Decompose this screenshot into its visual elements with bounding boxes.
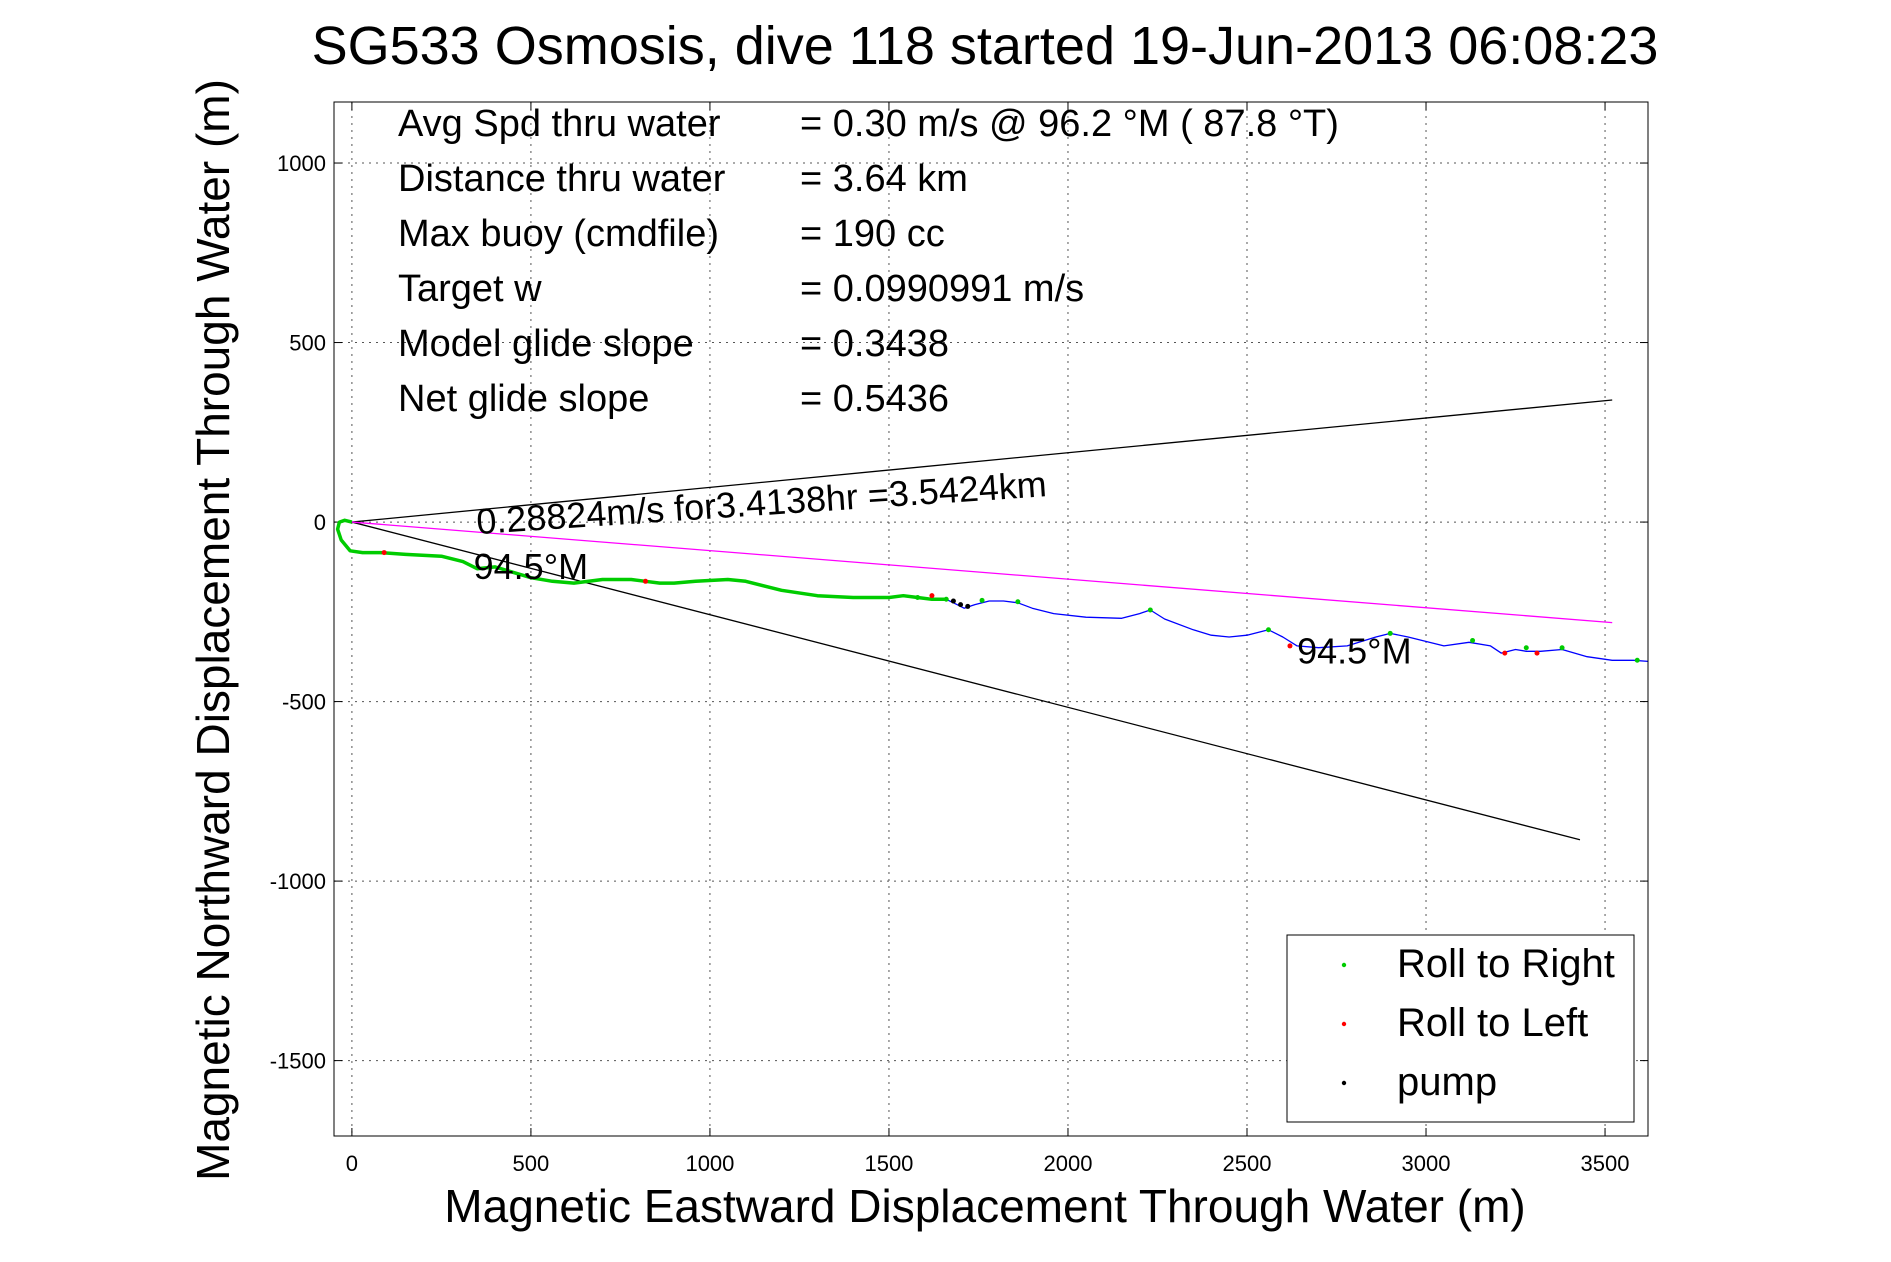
roll-right-point: [1265, 627, 1271, 633]
legend-label: Roll to Left: [1397, 1001, 1588, 1045]
y-tick-label: -1500: [270, 1049, 326, 1074]
stat-label: Model glide slope: [398, 323, 694, 365]
x-tick-label: 3000: [1402, 1151, 1451, 1176]
annotation-label: 94.5°M: [474, 546, 588, 587]
roll-left-point: [381, 550, 387, 556]
roll-left-point: [1502, 650, 1508, 656]
stat-label: Max buoy (cmdfile): [398, 213, 719, 255]
reference-lines: [351, 399, 1613, 841]
stat-value: = 0.3438: [800, 323, 949, 365]
stat-label: Avg Spd thru water: [398, 103, 721, 145]
stat-value: = 0.0990991 m/s: [800, 268, 1084, 310]
y-tick-label: 500: [289, 331, 326, 356]
roll-left-point: [1287, 643, 1293, 649]
y-tick-label: 1000: [277, 151, 326, 176]
x-tick-label: 2500: [1223, 1151, 1272, 1176]
climb-track: [945, 598, 1649, 663]
x-tick-label: 0: [346, 1151, 358, 1176]
reference-line: [351, 521, 1581, 841]
stat-value: = 0.5436: [800, 378, 949, 420]
roll-right-point: [1634, 657, 1640, 663]
x-tick-label: 500: [513, 1151, 550, 1176]
y-tick-label: -1000: [270, 869, 326, 894]
roll-right-point: [1559, 645, 1565, 651]
pump-point: [965, 603, 971, 609]
stat-value: = 0.30 m/s @ 96.2 °M ( 87.8 °T): [800, 103, 1339, 145]
stat-label: Target w: [398, 268, 542, 310]
legend-label: pump: [1397, 1060, 1497, 1104]
roll-left-point: [929, 593, 935, 599]
stat-value: = 190 cc: [800, 213, 945, 255]
dive-track: [335, 518, 947, 602]
legend: Roll to Right Roll to Left pump: [1286, 934, 1635, 1123]
annotation-label: 94.5°M: [1297, 630, 1411, 671]
stat-label: Net glide slope: [398, 378, 649, 420]
roll-right-point: [1387, 630, 1393, 636]
y-tick-label: 0: [314, 510, 326, 535]
legend-marker: [1341, 962, 1347, 968]
x-tick-label: 1500: [864, 1151, 913, 1176]
roll-right-point: [979, 597, 985, 603]
roll-left-point: [1534, 650, 1540, 656]
stat-value: = 3.64 km: [800, 158, 968, 200]
reference-line: [351, 521, 1613, 624]
legend-marker: [1341, 1021, 1347, 1027]
x-axis-label: Magnetic Eastward Displacement Through W…: [444, 1180, 1525, 1232]
y-tick-label: -500: [282, 690, 326, 715]
stats-block: Avg Spd thru water = 0.30 m/s @ 96.2 °M (…: [398, 103, 1339, 420]
pump-point: [950, 598, 956, 604]
roll-right-point: [943, 596, 949, 602]
legend-label: Roll to Right: [1397, 942, 1615, 986]
chart-title: SG533 Osmosis, dive 118 started 19-Jun-2…: [312, 16, 1659, 76]
x-tick-label: 2000: [1044, 1151, 1093, 1176]
glider-track: [335, 518, 1649, 663]
legend-marker: [1341, 1080, 1347, 1086]
roll-markers: [381, 550, 1640, 663]
x-tick-label: 1000: [685, 1151, 734, 1176]
plot-frame: [333, 101, 1649, 1137]
roll-right-point: [1523, 645, 1529, 651]
roll-left-point: [642, 578, 648, 584]
pump-point: [958, 602, 964, 608]
roll-right-point: [1470, 638, 1476, 644]
y-ticks: 1000 500 0 -500 -1000 -1500: [270, 151, 1648, 1074]
x-ticks: 0 500 1000 1500 2000 2500 3000 3500: [346, 102, 1630, 1176]
y-axis-label: Magnetic Northward Displacement Through …: [187, 79, 239, 1181]
x-tick-label: 3500: [1581, 1151, 1630, 1176]
roll-right-point: [1147, 607, 1153, 613]
roll-right-point: [1015, 599, 1021, 605]
reference-line: [351, 399, 1613, 523]
roll-right-point: [915, 594, 921, 600]
stat-label: Distance thru water: [398, 158, 726, 200]
